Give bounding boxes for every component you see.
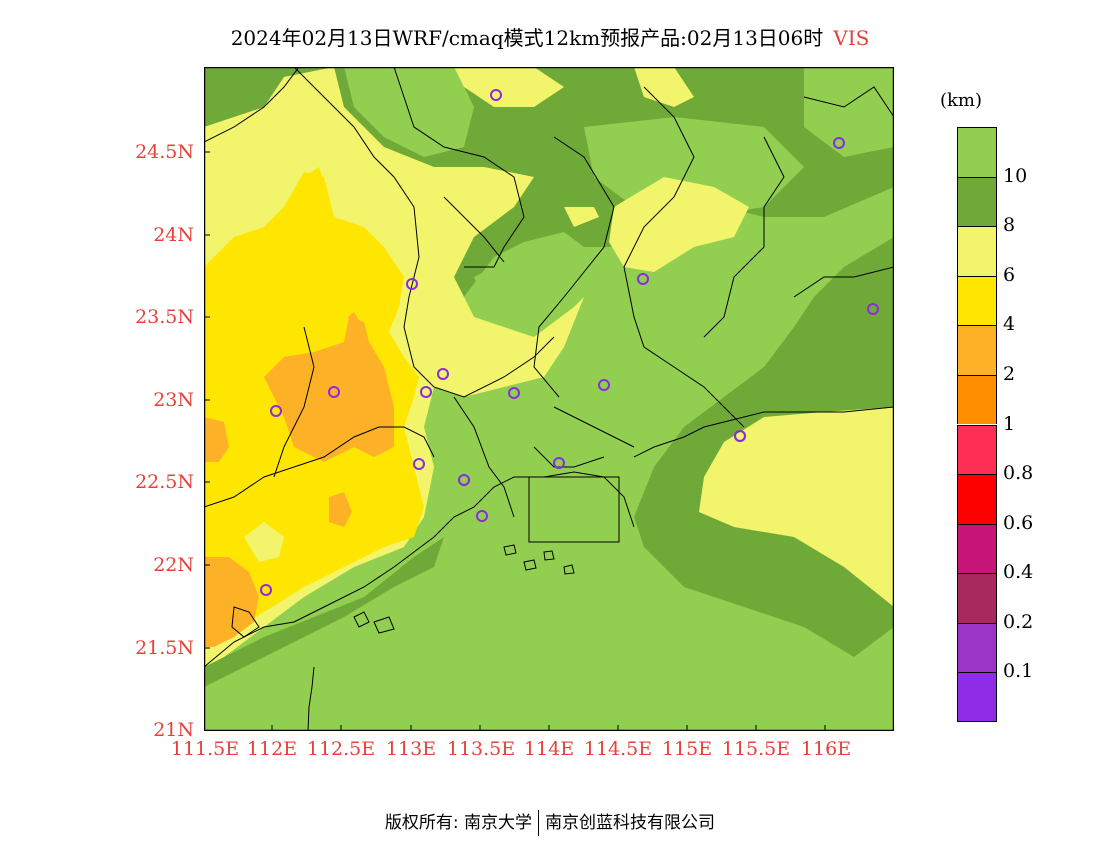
- axis-ticks: [204, 151, 826, 731]
- footer-separator: [538, 810, 540, 836]
- footer: 版权所有: 南京大学 南京创蓝科技有限公司: [0, 808, 1100, 836]
- station-marker: [476, 510, 488, 522]
- colorbar-swatch: [957, 374, 997, 425]
- colorbar-tick-label: 0.8: [1003, 462, 1034, 485]
- longitude-label: 113.5E: [446, 738, 516, 760]
- station-marker: [833, 137, 845, 149]
- latitude-label: 21N: [153, 719, 194, 741]
- colorbar-tick-label: 8: [1003, 214, 1016, 237]
- light-green-center-patch: [474, 257, 564, 337]
- longitude-label: 114E: [523, 738, 575, 760]
- station-marker: [490, 89, 502, 101]
- longitude-label: 115E: [661, 738, 713, 760]
- yellow-4-6-north-spike: [304, 167, 329, 217]
- visibility-map: [203, 66, 895, 732]
- longitude-label: 112E: [246, 738, 298, 760]
- colorbar-swatch: [957, 325, 997, 375]
- longitude-label: 112.5E: [306, 738, 376, 760]
- colorbar-swatch: [957, 523, 997, 574]
- longitude-label: 115.5E: [721, 738, 791, 760]
- title-main: 2024年02月13日WRF/cmaq模式12km预报产品:02月13日06时: [230, 26, 824, 50]
- orange-2-4-south-small: [329, 492, 352, 527]
- station-marker: [413, 458, 425, 470]
- station-marker: [734, 430, 746, 442]
- colorbar-tick-label: 2: [1003, 362, 1016, 385]
- station-marker: [437, 368, 449, 380]
- latitude-label: 23.5N: [135, 306, 194, 328]
- station-markers: [260, 89, 879, 596]
- colorbar-swatch: [957, 275, 997, 326]
- latitude-label: 21.5N: [135, 637, 194, 659]
- yellow-6-8-north-top: [454, 67, 564, 107]
- station-marker: [508, 387, 520, 399]
- colorbar-tick-label: 0.1: [1003, 660, 1034, 683]
- longitude-label: 114.5E: [583, 738, 653, 760]
- yellow-6-8-north-right: [634, 67, 694, 107]
- orange-2-4-tip: [348, 312, 360, 332]
- longitude-label: 113E: [385, 738, 437, 760]
- colorbar-swatch: [957, 622, 997, 673]
- footer-copyright: 版权所有: 南京大学: [384, 813, 533, 833]
- colorbar-tick-label: 10: [1003, 164, 1028, 187]
- light-green-northeast-patch: [804, 67, 894, 157]
- station-marker: [260, 584, 272, 596]
- station-marker: [637, 273, 649, 285]
- colorbar-swatch: [957, 424, 997, 475]
- yellow-6-8-small: [564, 207, 599, 227]
- yellow-6-8-southeast: [699, 407, 894, 607]
- station-marker: [406, 278, 418, 290]
- colorbar-tick-label: 6: [1003, 263, 1016, 286]
- station-marker: [458, 474, 470, 486]
- latitude-label: 24.5N: [135, 141, 194, 163]
- colorbar-tick-label: 4: [1003, 313, 1016, 336]
- colorbar-tick-label: 0.2: [1003, 610, 1034, 633]
- yellow-6-8-west-inset: [244, 522, 284, 562]
- station-marker: [420, 386, 432, 398]
- colorbar-swatch: [957, 226, 997, 276]
- colorbar-swatch: [957, 127, 997, 177]
- colorbar-swatch: [957, 176, 997, 227]
- station-marker: [270, 405, 282, 417]
- colorbar-unit: (km): [940, 90, 983, 111]
- colorbar-swatch: [957, 672, 997, 722]
- dark-green-coast-west: [204, 537, 444, 687]
- station-marker: [553, 457, 565, 469]
- title-variable: VIS: [833, 26, 870, 50]
- station-marker: [598, 379, 610, 391]
- longitude-label: 116E: [800, 738, 852, 760]
- colorbar-tick-label: 0.6: [1003, 511, 1034, 534]
- yellow-6-8-center-north: [609, 177, 749, 272]
- colorbar-tick-label: 1: [1003, 412, 1016, 435]
- orange-2-4-southwest: [204, 557, 259, 647]
- island-outlines: [231, 476, 620, 732]
- orange-2-4-west-small: [204, 417, 229, 462]
- map-title: 2024年02月13日WRF/cmaq模式12km预报产品:02月13日06时 V…: [0, 22, 1100, 51]
- station-marker: [328, 386, 340, 398]
- latitude-label: 23N: [153, 389, 194, 411]
- latitude-label: 22.5N: [135, 471, 194, 493]
- colorbar-swatch: [957, 573, 997, 623]
- boundary-lines: [203, 66, 895, 668]
- latitude-label: 22N: [153, 554, 194, 576]
- longitude-label: 111.5E: [170, 738, 240, 760]
- station-marker: [867, 303, 879, 315]
- latitude-label: 24N: [153, 224, 194, 246]
- footer-company: 南京创蓝科技有限公司: [545, 813, 716, 833]
- map-canvas: [203, 66, 895, 732]
- colorbar-tick-label: 0.4: [1003, 561, 1034, 584]
- colorbar-swatch: [957, 474, 997, 524]
